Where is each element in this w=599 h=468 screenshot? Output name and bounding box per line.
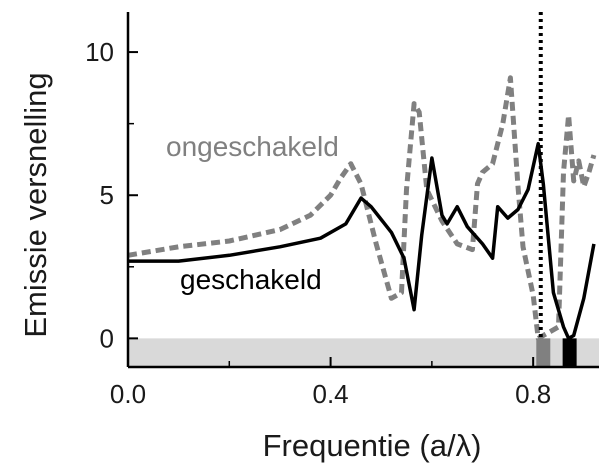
y-tick-label-5: 5 — [100, 180, 114, 210]
ongeschakeld-label: ongeschakeld — [166, 131, 339, 162]
x-tick-label-0: 0.0 — [110, 379, 146, 409]
y-tick-label-10: 10 — [85, 37, 114, 67]
y-axis-title: Emissie versnelling — [18, 72, 53, 337]
x-tick-label-1: 0.4 — [313, 379, 349, 409]
shaded-band-group — [128, 338, 599, 367]
series-line-ongeschakeld — [127, 75, 597, 341]
axes-group — [126, 12, 599, 369]
y-tick-label-0: 0 — [100, 323, 114, 353]
ticks-group: 0 5 10 0.0 0.4 0.8 — [85, 37, 551, 409]
series-line-geschakeld — [128, 141, 596, 341]
x-tick-label-2: 0.8 — [515, 379, 551, 409]
shaded-band — [128, 338, 599, 367]
x-axis-title: Frequentie (a/λ) — [263, 428, 482, 463]
band-marker-1 — [536, 338, 551, 367]
band-markers-group — [536, 338, 577, 367]
series-group — [127, 75, 597, 341]
band-marker-2 — [562, 338, 577, 367]
geschakeld-label: geschakeld — [180, 264, 322, 295]
